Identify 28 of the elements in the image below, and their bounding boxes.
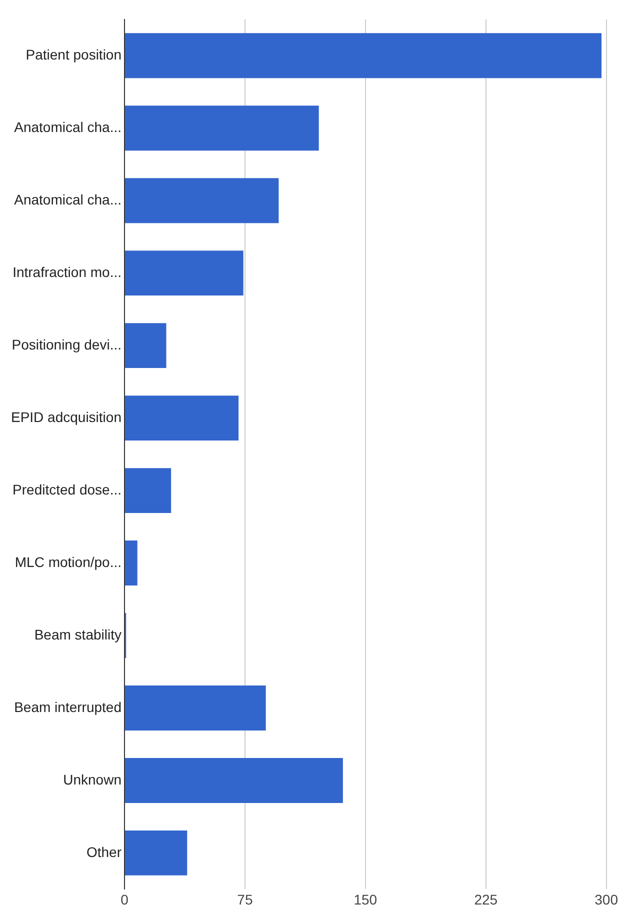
x-tick-label: 225 — [474, 891, 498, 908]
bar — [125, 830, 188, 876]
x-tick-label: 300 — [594, 891, 618, 908]
y-tick-label: Anatomical cha... — [14, 191, 122, 208]
y-tick-label: Unknown — [63, 771, 122, 788]
bar — [125, 178, 279, 224]
y-tick-label: EPID adcquisition — [10, 408, 122, 425]
y-tick-label: Beam interrupted — [14, 698, 122, 715]
y-tick-label: Other — [86, 844, 122, 860]
bar — [125, 250, 244, 296]
y-tick-label: Positioning devi... — [12, 336, 122, 352]
bar — [125, 106, 319, 151]
bar — [125, 686, 266, 730]
y-tick-label: Beam stability — [34, 626, 122, 642]
bar — [125, 396, 239, 441]
bar — [125, 33, 602, 78]
y-tick-label: Intrafraction mo... — [12, 264, 122, 280]
y-tick-label: Anatomical cha... — [14, 118, 122, 135]
x-tick-label: 75 — [237, 891, 253, 908]
x-tick-label: 0 — [120, 891, 129, 908]
bar — [125, 758, 343, 803]
bar — [125, 468, 172, 514]
bar — [125, 323, 166, 368]
bar — [125, 540, 138, 586]
y-tick-label: MLC motion/po... — [14, 554, 122, 570]
y-tick-label: Preditcted dose... — [12, 481, 122, 498]
x-tick-label: 150 — [354, 891, 378, 908]
y-tick-label: Patient position — [26, 46, 122, 62]
